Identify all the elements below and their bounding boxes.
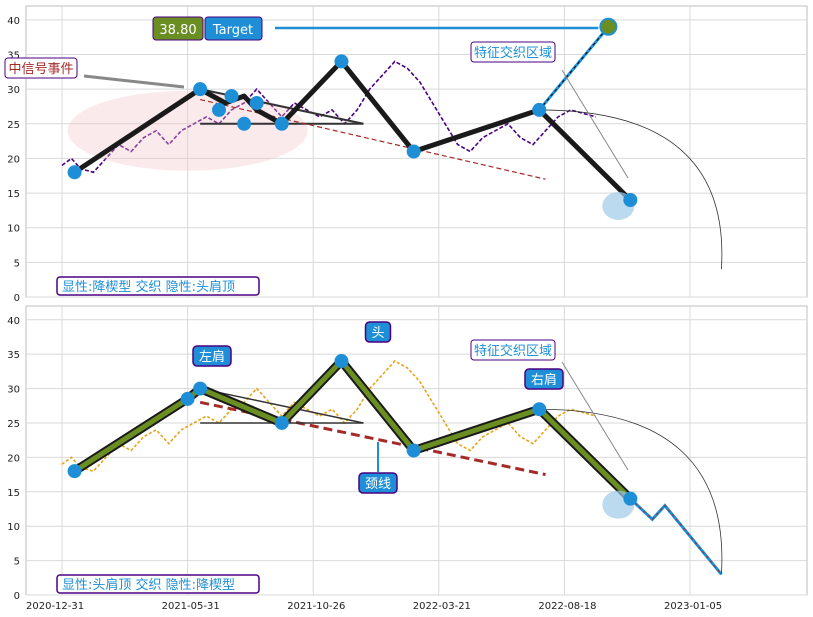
- bottom-neck-label: 颈线: [365, 477, 391, 492]
- bottom-pattern-point-5: [406, 443, 421, 458]
- bottom-zone-label: 特征交织区域: [474, 343, 552, 359]
- bottom-head-label: 头: [371, 326, 384, 341]
- top-pattern-point-3: [224, 89, 239, 104]
- bottom-y-tick-0: 0: [14, 591, 20, 602]
- top-pattern-line: [73, 58, 633, 202]
- top-event-zone: [67, 90, 308, 171]
- x-tick-4: 2022-08-18: [538, 601, 596, 612]
- bottom-y-tick-8: 40: [7, 316, 20, 327]
- top-pattern-point-2: [212, 102, 226, 117]
- bottom-pattern-point-2: [193, 381, 208, 396]
- top-y-tick-1: 5: [14, 258, 20, 269]
- x-tick-0: 2020-12-31: [26, 601, 84, 612]
- bottom-right-shoulder-label: 右肩: [531, 372, 557, 388]
- bottom-y-tick-5: 25: [7, 419, 20, 430]
- bottom-left-shoulder-label-box: [192, 345, 232, 367]
- top-zone-box: [470, 41, 556, 63]
- top-footer-box: [56, 276, 260, 296]
- top-y-tick-5: 25: [7, 120, 20, 131]
- top-event-label: 中信号事件: [8, 62, 73, 77]
- x-tick-3: 2022-03-21: [413, 601, 471, 612]
- top-y-tick-3: 15: [7, 189, 20, 200]
- bottom-pattern-point-0: [67, 464, 82, 479]
- bottom-y-tick-4: 20: [7, 453, 20, 464]
- bottom-footer-box: [56, 574, 260, 594]
- top-zone-pointer: [561, 69, 629, 179]
- top-pattern-point-10: [623, 193, 638, 207]
- bottom-wedge-upper: [200, 387, 364, 424]
- bottom-pattern-point-7: [623, 491, 638, 506]
- bottom-y-tick-3: 15: [7, 488, 20, 499]
- bottom-head-label-box: [364, 321, 392, 343]
- x-tick-2: 2021-10-26: [287, 601, 345, 612]
- top-event-box: [4, 57, 78, 79]
- top-event-arrow: [83, 74, 185, 89]
- top-y-tick-8: 40: [7, 16, 20, 27]
- bottom-projection-arrow: [539, 408, 723, 575]
- top-target-point: [599, 17, 618, 36]
- bottom-pattern-point-1: [180, 391, 195, 406]
- top-pattern-point-9: [532, 102, 547, 117]
- bottom-projection: [629, 497, 723, 576]
- bottom-pattern-point-4: [334, 354, 349, 369]
- bottom-y-tick-6: 30: [7, 385, 20, 396]
- top-target-value-box: [152, 16, 204, 41]
- bottom-y-tick-2: 10: [7, 522, 20, 533]
- bottom-zone-pointer: [561, 361, 629, 471]
- top-pattern-point-5: [249, 96, 264, 110]
- top-pattern-point-1: [193, 82, 208, 97]
- bottom-footer: 显性:头肩顶 交织 隐性:降楔型: [62, 577, 235, 593]
- bottom-pattern-point-3: [274, 415, 289, 430]
- top-footer: 显性:降楔型 交织 隐性:头肩顶: [62, 279, 235, 295]
- bottom-neck-label-box: [358, 472, 398, 494]
- top-pattern-point-6: [274, 116, 289, 131]
- top-price-series: [61, 60, 597, 174]
- top-pattern-point-0: [67, 165, 82, 180]
- bottom-y-tick-7: 35: [7, 350, 20, 361]
- top-y-tick-7: 35: [7, 51, 20, 62]
- x-tick-1: 2021-05-31: [162, 601, 220, 612]
- top-zone-label: 特征交织区域: [474, 45, 552, 61]
- top-target-line-dash: [538, 26, 609, 111]
- top-y-tick-2: 10: [7, 224, 20, 235]
- x-tick-5: 2023-01-05: [664, 601, 722, 612]
- bottom-zone-box: [470, 339, 556, 361]
- bottom-pattern-point-6: [532, 402, 547, 417]
- top-y-tick-6: 30: [7, 85, 20, 96]
- top-pattern-point-7: [334, 54, 349, 69]
- top-target-value: 38.80: [159, 23, 196, 38]
- top-y-tick-0: 0: [14, 293, 20, 304]
- bottom-left-shoulder-label: 左肩: [199, 349, 225, 365]
- top-pattern-point-8: [406, 144, 421, 159]
- top-y-tick-4: 20: [7, 154, 20, 165]
- top-target-label-box: [204, 16, 263, 41]
- bottom-right-shoulder-label-box: [524, 368, 564, 390]
- top-target-label: Target: [212, 23, 253, 38]
- top-pattern-point-4: [237, 116, 252, 131]
- top-projection-arrow: [539, 109, 723, 270]
- bottom-y-tick-1: 5: [14, 557, 20, 568]
